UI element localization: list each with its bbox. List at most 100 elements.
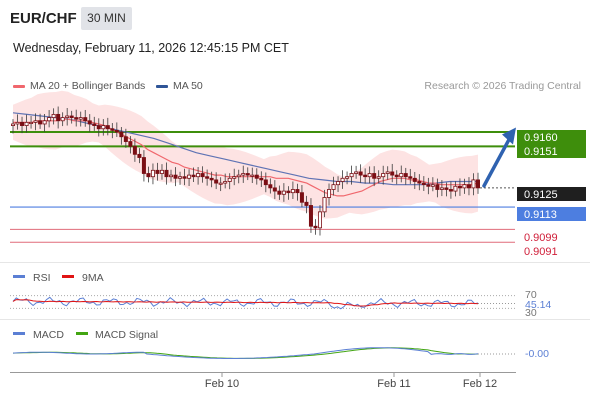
candle-body: [78, 117, 83, 120]
candle-body: [444, 187, 449, 190]
x-tick-label-feb11: Feb 11: [377, 378, 410, 390]
candle-body: [178, 176, 183, 179]
candle-body: [223, 181, 228, 184]
candle-body: [110, 128, 115, 131]
level-tag-9151: [517, 144, 586, 158]
candle-body: [448, 189, 453, 192]
candle-body: [169, 174, 174, 178]
candle-body: [435, 184, 440, 190]
candle-body: [367, 173, 372, 178]
candle-body: [390, 171, 395, 176]
candle-body: [132, 145, 137, 155]
level-label-9113: 0.9113: [517, 207, 586, 221]
ma20-swatch: [13, 84, 25, 88]
projection-arrow-head: [502, 127, 516, 145]
candle-body: [304, 201, 309, 206]
candles: [10, 106, 480, 236]
macd-signal-swatch: [76, 332, 88, 335]
candle-body: [114, 129, 119, 133]
candle-body: [462, 184, 467, 189]
bollinger-band-area: [13, 90, 478, 219]
candle-body: [96, 125, 101, 130]
candle-body: [182, 176, 187, 179]
candle-body: [209, 177, 214, 181]
candle-body: [173, 174, 178, 179]
candle-body: [92, 123, 97, 126]
rsi-legend-label: RSI: [33, 272, 51, 284]
candle-body: [254, 174, 259, 179]
candle-body: [65, 115, 70, 118]
candle-body: [232, 176, 237, 179]
rsi-ma-legend-label: 9MA: [82, 272, 104, 284]
candle-body: [214, 179, 219, 184]
candle-body: [340, 177, 345, 182]
candle-body: [376, 176, 381, 179]
candle-body: [200, 173, 205, 178]
candle-body: [69, 115, 74, 118]
candle-body: [453, 185, 458, 192]
candle-body: [430, 184, 435, 187]
candle-body: [196, 173, 201, 178]
candle-body: [24, 121, 29, 126]
candle-body: [101, 125, 106, 130]
candle-body: [159, 169, 164, 174]
rsi-line: [12, 296, 479, 310]
legend-ma50: MA 50: [156, 80, 203, 92]
candle-body: [15, 121, 20, 125]
candle-body: [363, 174, 368, 178]
candle-body: [372, 173, 377, 179]
macd-legend-label: MACD: [33, 329, 64, 341]
candle-body: [322, 197, 327, 213]
candle-body: [83, 117, 88, 122]
candle-body: [105, 125, 110, 130]
rsi-panel: [10, 295, 516, 310]
candle-body: [47, 117, 52, 122]
candle-body: [137, 153, 142, 158]
legend-ma20: MA 20 + Bollinger Bands: [13, 80, 145, 92]
candle-body: [408, 176, 413, 179]
candle-body: [236, 174, 241, 178]
candle-body: [227, 177, 232, 182]
candle-body: [412, 177, 417, 182]
candle-body: [439, 187, 444, 190]
candle-body: [205, 176, 210, 179]
level-text-9099: 0.9099: [524, 232, 558, 244]
candle-body: [155, 169, 160, 174]
candle-body: [218, 182, 223, 185]
candle-body: [286, 190, 291, 194]
projection-arrow: [482, 127, 516, 188]
projection-arrow-shaft: [482, 137, 511, 188]
candle-body: [268, 184, 273, 189]
candle-body: [381, 173, 386, 178]
candle-body: [87, 120, 92, 125]
candle-body: [385, 171, 390, 174]
candle-body: [290, 189, 295, 194]
candle-body: [146, 173, 151, 178]
rsi-ma-line: [12, 299, 479, 307]
level-tag-9125: [517, 187, 586, 201]
candle-body: [10, 123, 15, 126]
level-tag-9113: [517, 207, 586, 221]
candle-body: [164, 169, 169, 178]
level-label-9160: 0.9160: [517, 130, 586, 144]
candle-body: [51, 113, 56, 118]
level-label-9125: 0.9125: [517, 187, 586, 201]
price-levels: [10, 130, 515, 243]
candle-body: [20, 121, 25, 126]
rsi-swatch: [13, 275, 25, 278]
credit-text: Research © 2026 Trading Central: [424, 80, 581, 92]
macd-panel: [12, 347, 516, 359]
candle-body: [295, 189, 300, 194]
candle-body: [245, 173, 250, 176]
candle-body: [399, 173, 404, 178]
level-tag-9160: [517, 130, 586, 144]
macd-line: [12, 347, 479, 359]
candle-body: [471, 179, 476, 189]
candle-body: [345, 176, 350, 179]
legend-ma50-label: MA 50: [173, 80, 203, 92]
macd-signal-legend-label: MACD Signal: [95, 329, 158, 341]
timeframe-button[interactable]: 30 MIN: [81, 7, 132, 30]
candle-body: [417, 181, 422, 184]
candle-body: [187, 174, 192, 179]
